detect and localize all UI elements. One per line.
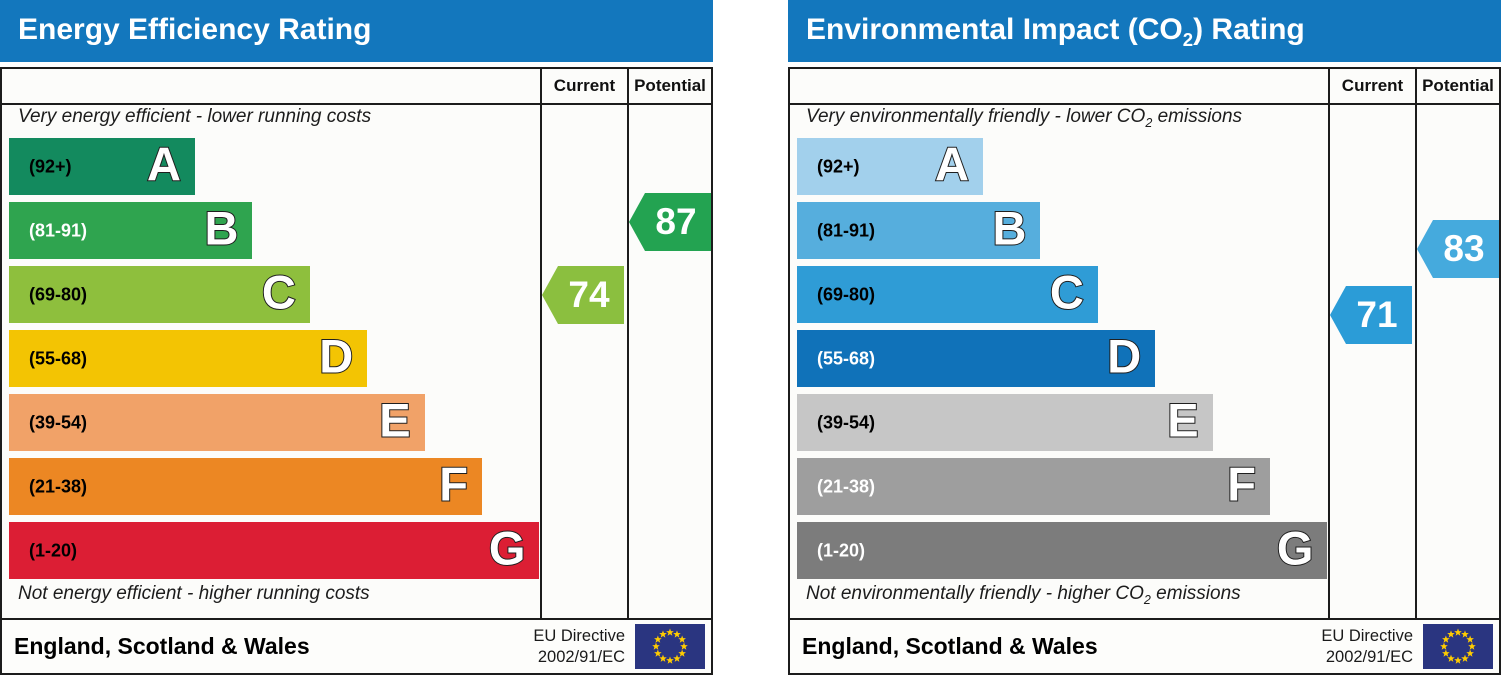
eu-flag-icon: [1423, 624, 1493, 669]
caption-text: Not energy efficient - higher running co…: [18, 583, 370, 604]
top-caption: Very environmentally friendly - lower CO…: [806, 106, 1242, 130]
band-letter: C: [1049, 265, 1085, 319]
bottom-caption: Not energy efficient - higher running co…: [18, 583, 370, 607]
potential-column-header: Potential: [634, 76, 706, 95]
eu-directive-line2: 2002/91/EC: [537, 647, 625, 666]
potential-rating-value: 87: [655, 201, 697, 242]
title-subscript: 2: [1182, 29, 1194, 50]
potential-rating-arrow: 87: [629, 193, 711, 251]
column-divider: [1415, 69, 1417, 620]
band-range-label: (1-20): [817, 540, 866, 560]
band-letter: E: [378, 393, 411, 447]
band-letter: D: [318, 329, 354, 383]
energy-efficiency-table: Current Potential Very energy efficient …: [0, 67, 713, 675]
caption-text: Very energy efficient - lower running co…: [18, 106, 372, 127]
band-range-label: (92+): [817, 156, 860, 176]
table-footer: England, Scotland & Wales EU Directive 2…: [2, 618, 711, 673]
band-range-label: (55-68): [817, 348, 876, 368]
energy-efficiency-title: Energy Efficiency Rating: [0, 0, 713, 62]
band-range-label: (39-54): [29, 412, 88, 432]
eu-directive-line1: EU Directive: [533, 626, 625, 645]
band-range-label: (81-91): [29, 220, 88, 240]
title-suffix: ) Rating: [1193, 13, 1305, 46]
caption-subscript: 2: [1145, 115, 1153, 130]
band-letter: C: [261, 265, 297, 319]
band-letter: E: [1166, 393, 1199, 447]
potential-rating-arrow: 83: [1417, 220, 1499, 278]
environmental-impact-title: Environmental Impact (CO2) Rating: [788, 0, 1501, 62]
title-text: Environmental Impact (CO: [806, 13, 1183, 46]
column-divider: [627, 69, 629, 620]
band-letter: B: [991, 201, 1027, 255]
region-label: England, Scotland & Wales: [14, 633, 310, 659]
band-range-label: (69-80): [817, 284, 876, 304]
band-range-label: (39-54): [817, 412, 876, 432]
band-letter: G: [1276, 521, 1315, 575]
caption-suffix: emissions: [1152, 106, 1243, 127]
band-letter: G: [488, 521, 527, 575]
energy-efficiency-panel: Energy Efficiency Rating Current Potenti…: [0, 0, 713, 675]
current-column-header: Current: [553, 76, 616, 95]
band-e: (39-54) E: [797, 394, 1213, 451]
band-letter: A: [934, 137, 970, 191]
band-f: (21-38) F: [9, 458, 482, 515]
table-header-row: Current Potential: [790, 69, 1499, 105]
caption-text: Very environmentally friendly - lower CO: [806, 106, 1146, 127]
current-rating-value: 71: [1356, 294, 1398, 335]
region-label: England, Scotland & Wales: [802, 633, 1098, 659]
environmental-impact-table: Current Potential Very environmentally f…: [788, 67, 1501, 675]
band-g: (1-20) G: [9, 521, 540, 579]
table-header-row: Current Potential: [2, 69, 711, 105]
eu-directive-line1: EU Directive: [1321, 626, 1413, 645]
band-range-label: (1-20): [29, 540, 78, 560]
column-divider: [1328, 69, 1330, 620]
title-text: Energy Efficiency Rating: [18, 13, 372, 46]
top-caption: Very energy efficient - lower running co…: [18, 106, 371, 130]
caption-text: Not environmentally friendly - higher CO: [806, 583, 1144, 604]
band-range-label: (21-38): [817, 476, 876, 496]
band-range-label: (92+): [29, 156, 72, 176]
environmental-impact-panel: Environmental Impact (CO2) Rating Curren…: [788, 0, 1501, 675]
band-range-label: (81-91): [817, 220, 876, 240]
band-a: (92+) A: [9, 138, 195, 195]
eu-flag-icon: [635, 624, 705, 669]
band-d: (55-68) D: [797, 329, 1156, 387]
band-range-label: (21-38): [29, 476, 88, 496]
band-letter: D: [1106, 329, 1142, 383]
bottom-caption: Not environmentally friendly - higher CO…: [806, 583, 1241, 607]
caption-suffix: emissions: [1150, 583, 1241, 604]
band-letter: B: [203, 201, 239, 255]
band-c: (69-80) C: [797, 266, 1098, 323]
band-letter: F: [1226, 457, 1257, 511]
band-g: (1-20) G: [797, 521, 1328, 579]
band-b: (81-91) B: [9, 201, 253, 259]
band-e: (39-54) E: [9, 394, 425, 451]
band-letter: F: [438, 457, 469, 511]
band-f: (21-38) F: [797, 458, 1270, 515]
band-range-label: (55-68): [29, 348, 88, 368]
potential-column-header: Potential: [1422, 76, 1494, 95]
band-d: (55-68) D: [9, 329, 368, 387]
table-footer: England, Scotland & Wales EU Directive 2…: [790, 618, 1499, 673]
band-c: (69-80) C: [9, 266, 310, 323]
current-rating-arrow: 74: [542, 266, 624, 324]
eu-directive-text: EU Directive 2002/91/EC: [1321, 626, 1413, 667]
band-range-label: (69-80): [29, 284, 88, 304]
band-letter: A: [146, 137, 182, 191]
eu-directive-line2: 2002/91/EC: [1325, 647, 1413, 666]
current-rating-value: 74: [568, 274, 610, 315]
current-column-header: Current: [1341, 76, 1404, 95]
eu-directive-text: EU Directive 2002/91/EC: [533, 626, 625, 667]
band-b: (81-91) B: [797, 201, 1041, 259]
band-a: (92+) A: [797, 138, 983, 195]
column-divider: [540, 69, 542, 620]
caption-subscript: 2: [1143, 592, 1151, 607]
potential-rating-value: 83: [1443, 228, 1485, 269]
current-rating-arrow: 71: [1330, 286, 1412, 344]
